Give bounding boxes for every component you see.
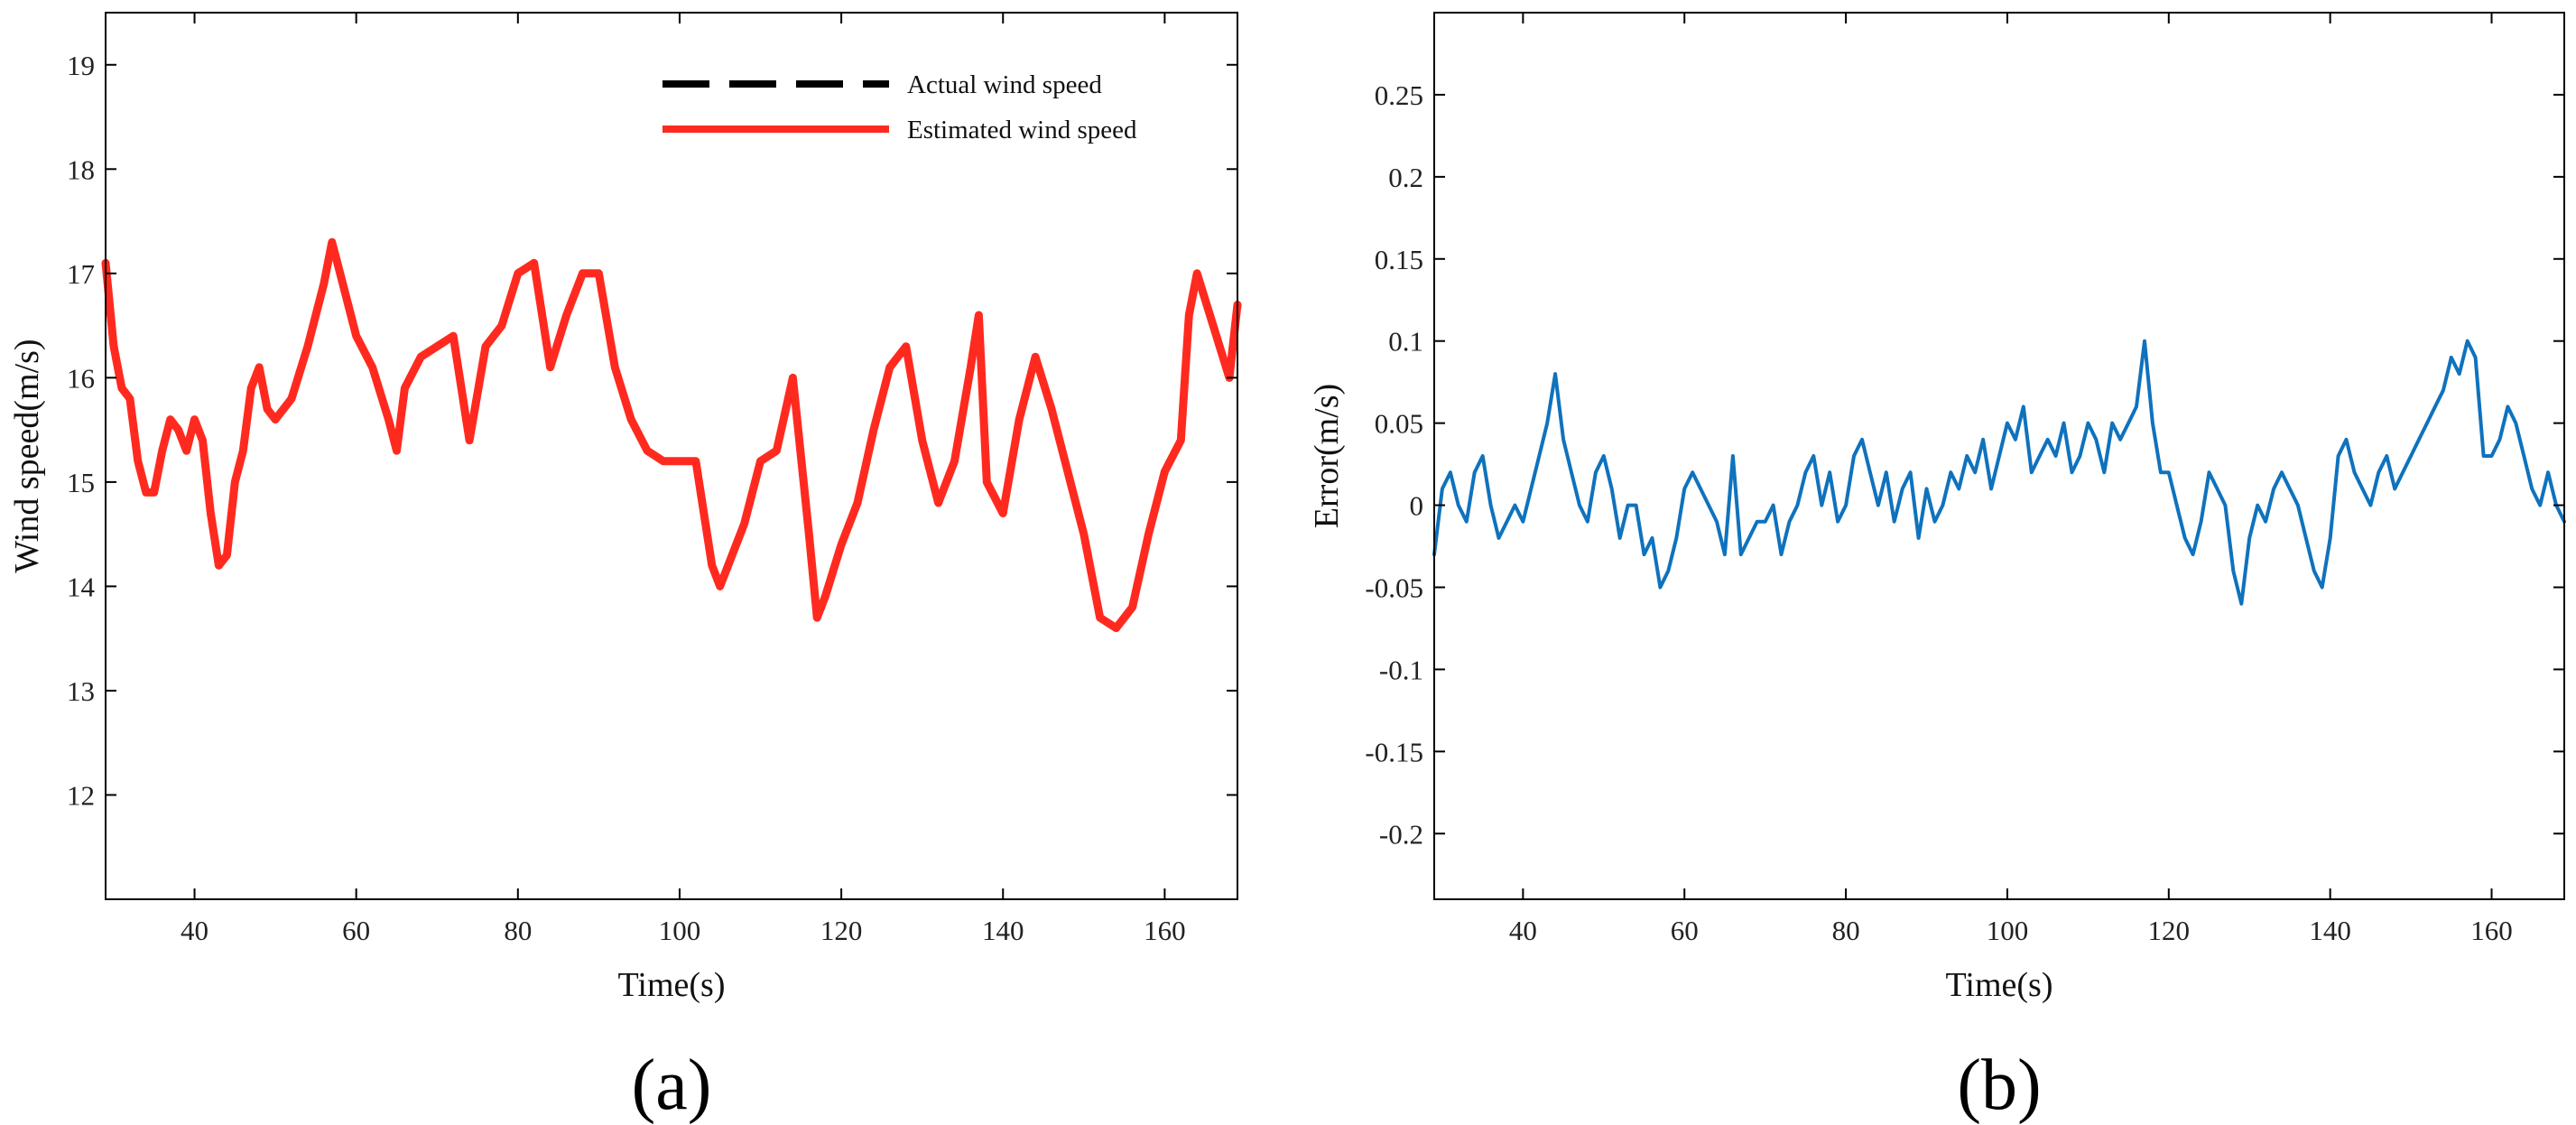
panel-b-x-tick-label: 140 — [2309, 915, 2351, 946]
legend-label-actual-wind-speed: Actual wind speed — [907, 70, 1102, 99]
panel-a-y-tick-label: 12 — [67, 779, 95, 811]
panel-a-y-axis-label: Wind speed(m/s) — [8, 339, 46, 572]
panel-a-y-tick-label: 15 — [67, 467, 95, 498]
panel-b-x-tick-label: 80 — [1832, 915, 1860, 946]
panel-a-series-group — [101, 237, 1242, 633]
panel-b-x-tick-label: 160 — [2470, 915, 2513, 946]
panel-a-x-axis-label: Time(s) — [618, 966, 726, 1004]
panel-b-ticks: 40 60 80 100 120 140 160 -0.2 -0.15 -0.1 -0.05 0 0.0… — [1365, 13, 2564, 946]
panel-b-x-tick-label: 100 — [1987, 915, 2029, 946]
panel-b-x-tick-label: 60 — [1671, 915, 1699, 946]
panel-a-x-tick-label: 40 — [181, 915, 208, 946]
panel-a-y-tick-label: 19 — [67, 50, 95, 81]
panel-a-x-tick-label: 60 — [342, 915, 370, 946]
panel-a-y-tick-label: 13 — [67, 675, 95, 707]
panel-a: 40 60 80 100 120 140 160 12 13 14 15 16 17 18 19 Actua… — [8, 12, 1242, 1125]
panel-b-y-tick-label: 0.1 — [1388, 326, 1423, 358]
panel-b-y-tick-label: 0.2 — [1388, 162, 1423, 193]
panel-a-axes-frame — [105, 12, 1238, 900]
panel-a-x-tick-label: 160 — [1144, 915, 1186, 946]
panel-b-y-tick-label: -0.15 — [1365, 736, 1423, 767]
panel-a-y-tick-label: 16 — [67, 362, 95, 394]
panel-a-x-tick-label: 80 — [504, 915, 532, 946]
panel-b-x-tick-label: 40 — [1509, 915, 1537, 946]
panel-b-series-group — [1432, 339, 2566, 606]
panel-b-y-tick-label: -0.2 — [1379, 818, 1423, 850]
legend-label-estimated-wind-speed: Estimated wind speed — [907, 116, 1137, 144]
panel-a-y-tick-label: 17 — [67, 258, 95, 290]
panel-b-series-error — [1432, 339, 2566, 606]
panel-b: 40 60 80 100 120 140 160 -0.2 -0.15 -0.1 -0.05 0 0.0… — [1308, 12, 2566, 1125]
panel-b-label: (b) — [1957, 1046, 2041, 1125]
panel-b-y-axis-label: Error(m/s) — [1308, 384, 1346, 528]
panel-a-label: (a) — [632, 1046, 712, 1125]
panel-a-y-tick-label: 18 — [67, 153, 95, 185]
panel-b-y-tick-label: 0.15 — [1375, 244, 1423, 275]
panel-b-y-tick-label: 0 — [1410, 490, 1424, 522]
panel-a-legend: Actual wind speed Estimated wind speed — [663, 70, 1137, 144]
panel-b-y-tick-label: 0.25 — [1375, 79, 1423, 111]
panel-a-x-tick-label: 100 — [659, 915, 701, 946]
panel-a-x-tick-label: 140 — [982, 915, 1024, 946]
panel-b-y-tick-label: -0.1 — [1379, 654, 1423, 685]
panel-b-x-tick-label: 120 — [2148, 915, 2191, 946]
panel-a-series-estimated-wind-speed — [101, 237, 1242, 633]
panel-b-y-tick-label: -0.05 — [1365, 572, 1423, 603]
panel-b-x-axis-label: Time(s) — [1946, 966, 2053, 1004]
panel-b-y-tick-label: 0.05 — [1375, 408, 1423, 440]
panel-a-x-tick-label: 120 — [820, 915, 863, 946]
panel-a-y-tick-label: 14 — [67, 571, 96, 602]
panel-b-axes-frame — [1433, 12, 2565, 900]
panel-a-ticks: 40 60 80 100 120 140 160 12 13 14 15 16 17 18 19 — [67, 13, 1237, 946]
